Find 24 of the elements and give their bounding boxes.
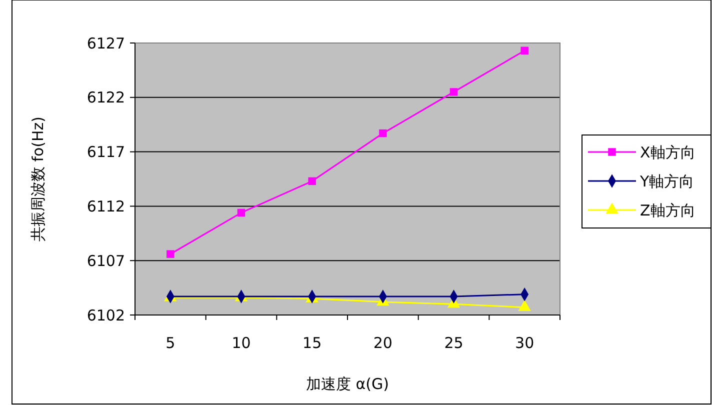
y-tick-label: 6107 [86,252,125,270]
x-tick-label: 10 [232,334,251,352]
y-tick-label: 6122 [86,88,125,107]
legend-label: X軸方向 [640,143,696,162]
y-tick-label: 6102 [86,306,125,324]
point [379,129,387,138]
point [450,88,458,96]
x-tick-label: 25 [444,334,464,352]
x-tick-label: 5 [166,334,176,352]
legend-label: Z軸方向 [640,201,696,220]
y-axis-title: 共振周波数 fo(Hz) [29,116,47,242]
x-axis-title: 加速度 α(G) [306,375,389,393]
x-tick-label: 15 [302,334,322,352]
legend-label: Y軸方向 [639,172,694,190]
point [520,46,528,54]
y-tick-label: 6112 [86,197,125,216]
point [237,208,246,217]
point [166,250,174,258]
point [518,300,531,312]
y-tick-label: 6117 [86,143,125,162]
point [308,177,316,186]
y-tick-label: 6127 [86,34,125,52]
x-tick-label: 20 [373,334,392,352]
x-tick-label: 30 [515,334,534,352]
